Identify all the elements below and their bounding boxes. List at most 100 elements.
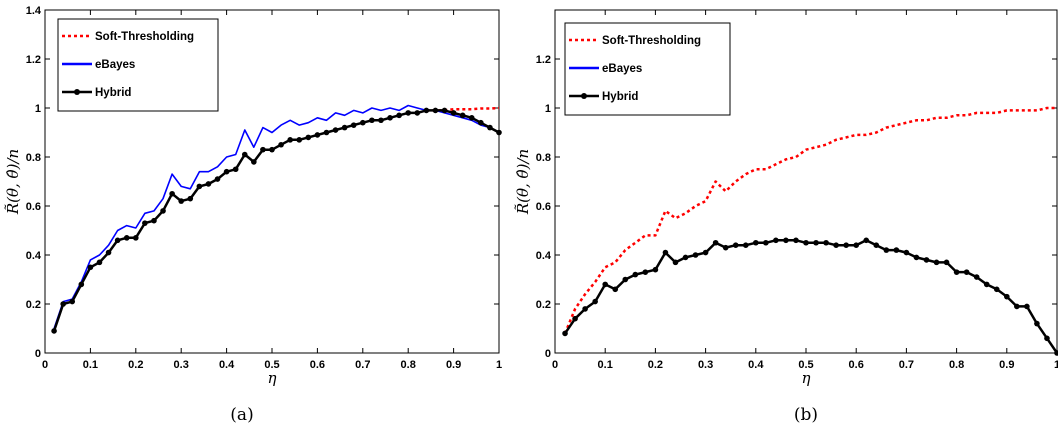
data-point <box>251 159 257 165</box>
data-point <box>923 257 930 263</box>
data-point <box>642 269 649 275</box>
data-point <box>853 242 859 248</box>
data-point <box>953 269 960 275</box>
x-tick-label: 0.9 <box>446 359 461 371</box>
data-point <box>205 181 212 187</box>
data-point <box>123 235 130 241</box>
data-point <box>305 134 312 141</box>
data-point <box>1044 335 1050 342</box>
y-tick-label: 0.4 <box>536 250 552 262</box>
series-group <box>562 106 1058 356</box>
data-point <box>323 129 330 136</box>
data-point <box>314 132 321 138</box>
x-axis-label: η <box>802 369 811 387</box>
x-tick-label: 1 <box>1054 359 1058 371</box>
data-point <box>742 242 749 248</box>
data-point <box>78 281 85 288</box>
series-line-hybrid <box>52 109 500 332</box>
x-tick-label: 0.6 <box>849 359 864 371</box>
data-point <box>833 242 839 248</box>
legend-label: Soft-Thresholding <box>95 31 194 43</box>
data-point <box>60 301 66 307</box>
data-point <box>414 110 421 116</box>
y-tick-label: 1.4 <box>26 5 42 17</box>
data-point <box>51 328 57 334</box>
data-point <box>732 242 739 248</box>
x-tick-label: 0.3 <box>174 359 189 371</box>
data-point <box>187 195 194 202</box>
legend-label: Hybrid <box>95 87 131 99</box>
data-point <box>783 237 789 244</box>
data-point <box>160 208 166 214</box>
data-point <box>843 242 849 248</box>
data-point <box>69 298 76 305</box>
data-point <box>387 115 393 121</box>
data-point <box>378 117 384 124</box>
series-line-ebayes <box>53 104 500 329</box>
data-point <box>459 112 466 119</box>
y-axis-label: R̃(θ, θ̂)/n <box>514 149 532 215</box>
data-point <box>572 315 578 322</box>
data-point <box>702 249 709 256</box>
data-point <box>214 176 221 182</box>
x-tick-label: 0.4 <box>219 359 235 371</box>
data-point <box>114 237 121 244</box>
data-point <box>612 286 619 293</box>
y-tick-label: 0.6 <box>536 201 551 213</box>
data-point <box>1024 303 1030 310</box>
x-tick-label: 1 <box>496 359 502 371</box>
data-point <box>803 239 809 246</box>
data-point <box>341 124 348 131</box>
chart-panel-a: 0 0.1 0.2 0.3 0.4 0.5 0.6 0.7 0.8 0.9 1 0 0.2 0.4 0.6 0… <box>4 5 502 425</box>
data-point <box>260 146 266 153</box>
data-point <box>87 264 94 271</box>
data-point <box>296 137 303 143</box>
data-point <box>450 110 457 116</box>
data-point <box>622 276 629 283</box>
y-tick-label: 0.8 <box>26 152 41 164</box>
data-point <box>269 146 275 153</box>
y-tick-label: 1.2 <box>26 54 41 66</box>
x-tick-label: 0.3 <box>698 359 713 371</box>
data-point <box>178 198 184 204</box>
legend-marker <box>74 89 80 95</box>
data-point <box>350 122 357 128</box>
legend: Soft-Thresholding eBayes Hybrid <box>564 22 731 116</box>
y-tick-label: 0 <box>35 348 41 360</box>
data-point <box>278 141 284 148</box>
data-point <box>973 274 980 280</box>
panel-caption: (a) <box>230 405 253 425</box>
legend-label: eBayes <box>95 59 135 71</box>
data-point <box>223 168 230 175</box>
legend-label: eBayes <box>602 63 642 75</box>
legend-marker <box>581 93 587 99</box>
data-point <box>468 115 475 121</box>
data-point <box>592 298 598 305</box>
series-line-soft-thresholding <box>563 106 1057 334</box>
data-point <box>423 107 430 114</box>
data-point <box>369 117 375 124</box>
x-tick-label: 0.4 <box>748 359 764 371</box>
data-point <box>893 247 900 253</box>
data-point <box>241 151 248 158</box>
x-tick-label: 0.7 <box>355 359 370 371</box>
x-tick-label: 0 <box>42 359 48 371</box>
data-point <box>722 244 729 251</box>
data-point <box>487 124 493 131</box>
x-tick-label: 0.6 <box>310 359 325 371</box>
data-point <box>863 237 870 244</box>
data-point <box>360 119 366 126</box>
y-tick-label: 1.2 <box>536 54 551 66</box>
x-tick-label: 0.2 <box>648 359 663 371</box>
data-point <box>672 259 679 266</box>
x-tick-label: 0.1 <box>83 359 98 371</box>
x-axis-label: η <box>268 369 277 387</box>
x-tick-label: 0.1 <box>598 359 613 371</box>
y-tick-label: 1 <box>545 103 551 115</box>
x-tick-label: 0.8 <box>949 359 964 371</box>
data-point <box>1014 303 1020 310</box>
data-point <box>813 239 819 246</box>
x-tick-label: 0.5 <box>798 359 813 371</box>
data-point <box>432 107 439 114</box>
y-axis-label: R̃(θ, θ̂)/n <box>4 149 22 215</box>
